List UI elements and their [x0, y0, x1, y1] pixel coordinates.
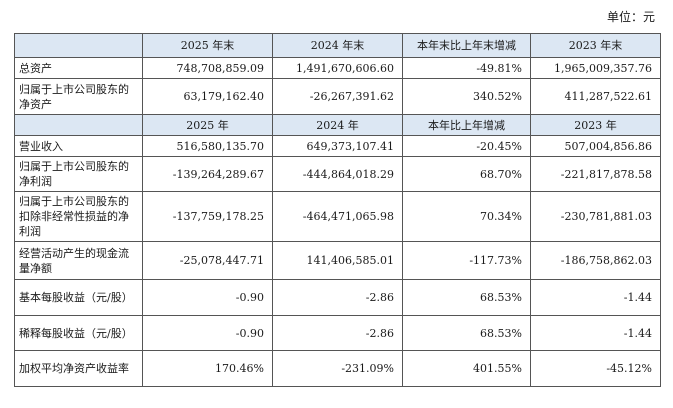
table-cell: -45.12% [530, 350, 661, 387]
table-cell: -230,781,881.03 [530, 191, 661, 242]
table-cell: 68.70% [402, 156, 531, 192]
table-cell: 516,580,135.70 [142, 135, 273, 157]
table-cell: -444,864,018.29 [272, 156, 403, 192]
row-label: 基本每股收益（元/股） [14, 279, 143, 316]
table-cell: 1,491,670,606.60 [272, 57, 403, 79]
table-cell: -49.81% [402, 57, 531, 79]
table-cell: -0.90 [142, 279, 273, 316]
table-cell: -1.44 [530, 279, 661, 316]
header-cell: 2023 年末 [530, 33, 661, 58]
table-cell: 401.55% [402, 350, 531, 387]
table-cell: -139,264,289.67 [142, 156, 273, 192]
header-cell-empty [14, 114, 143, 136]
row-label: 加权平均净资产收益率 [14, 350, 143, 387]
table-cell: 1,965,009,357.76 [530, 57, 661, 79]
table-cell: -26,267,391.62 [272, 78, 403, 115]
table-cell: -464,471,065.98 [272, 191, 403, 242]
table-cell: 340.52% [402, 78, 531, 115]
row-label: 稀释每股收益（元/股） [14, 315, 143, 351]
table-cell: -2.86 [272, 279, 403, 316]
table-cell: -2.86 [272, 315, 403, 351]
table-cell: 170.46% [142, 350, 273, 387]
row-label: 营业收入 [14, 135, 143, 157]
table-cell: 68.53% [402, 315, 531, 351]
row-label: 总资产 [14, 57, 143, 79]
table-cell: 70.34% [402, 191, 531, 242]
header-cell-empty [14, 33, 143, 58]
table-cell: 748,708,859.09 [142, 57, 273, 79]
header-cell: 本年比上年增减 [402, 114, 531, 136]
header-row-year: 2025 年 2024 年 本年比上年增减 2023 年 [14, 114, 661, 136]
table-cell: -231.09% [272, 350, 403, 387]
table-row: 归属于上市公司股东的扣除非经常性损益的净利润 -137,759,178.25 -… [14, 191, 661, 242]
row-label: 归属于上市公司股东的扣除非经常性损益的净利润 [14, 191, 143, 242]
table-cell: -186,758,862.03 [530, 241, 661, 280]
row-label: 归属于上市公司股东的净资产 [14, 78, 143, 115]
table-cell: 141,406,585.01 [272, 241, 403, 280]
table-row: 归属于上市公司股东的净资产 63,179,162.40 -26,267,391.… [14, 78, 661, 115]
header-cell: 2023 年 [530, 114, 661, 136]
table-cell: -0.90 [142, 315, 273, 351]
table-row: 加权平均净资产收益率 170.46% -231.09% 401.55% -45.… [14, 350, 661, 387]
row-label: 归属于上市公司股东的净利润 [14, 156, 143, 192]
table-row: 经营活动产生的现金流量净额 -25,078,447.71 141,406,585… [14, 241, 661, 280]
header-cell: 本年末比上年末增减 [402, 33, 531, 58]
unit-label: 单位：元 [606, 10, 655, 24]
financial-table: 2025 年末 2024 年末 本年末比上年末增减 2023 年末 总资产 74… [14, 33, 661, 387]
table-cell: 507,004,856.86 [530, 135, 661, 157]
table-row: 营业收入 516,580,135.70 649,373,107.41 -20.4… [14, 135, 661, 157]
table-cell: 411,287,522.61 [530, 78, 661, 115]
table-cell: 68.53% [402, 279, 531, 316]
table-row: 总资产 748,708,859.09 1,491,670,606.60 -49.… [14, 57, 661, 79]
table-cell: 63,179,162.40 [142, 78, 273, 115]
header-row-year-end: 2025 年末 2024 年末 本年末比上年末增减 2023 年末 [14, 33, 661, 58]
header-cell: 2024 年末 [272, 33, 403, 58]
table-cell: -221,817,878.58 [530, 156, 661, 192]
table-cell: -25,078,447.71 [142, 241, 273, 280]
table-row: 基本每股收益（元/股） -0.90 -2.86 68.53% -1.44 [14, 279, 661, 316]
table-cell: -1.44 [530, 315, 661, 351]
header-cell: 2025 年 [142, 114, 273, 136]
table-cell: 649,373,107.41 [272, 135, 403, 157]
table-row: 稀释每股收益（元/股） -0.90 -2.86 68.53% -1.44 [14, 315, 661, 351]
table-cell: -20.45% [402, 135, 531, 157]
header-cell: 2025 年末 [142, 33, 273, 58]
row-label: 经营活动产生的现金流量净额 [14, 241, 143, 280]
table-row: 归属于上市公司股东的净利润 -139,264,289.67 -444,864,0… [14, 156, 661, 192]
table-cell: -137,759,178.25 [142, 191, 273, 242]
header-cell: 2024 年 [272, 114, 403, 136]
table-cell: -117.73% [402, 241, 531, 280]
